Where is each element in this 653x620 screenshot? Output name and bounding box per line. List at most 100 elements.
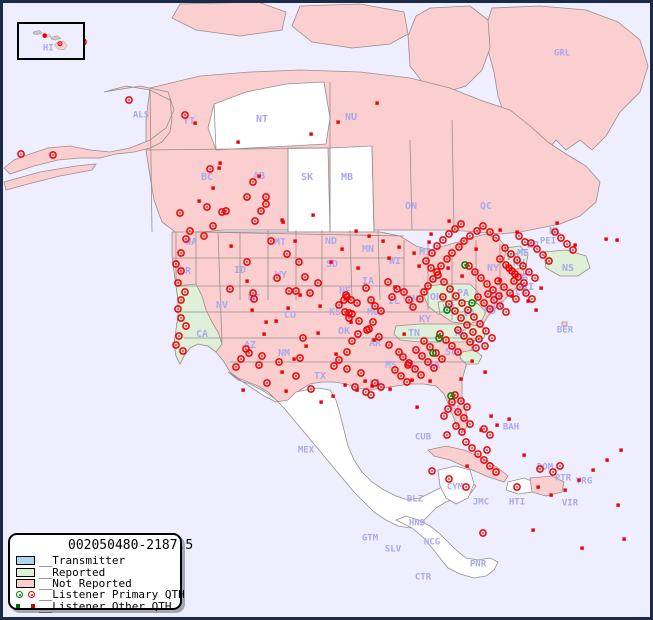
listener-other-qth-marker[interactable] (250, 308, 254, 312)
listener-other-qth-marker[interactable] (387, 256, 391, 260)
listener-primary-qth-marker[interactable] (513, 483, 521, 491)
listener-other-qth-marker[interactable] (363, 379, 367, 383)
listener-primary-qth-marker[interactable] (442, 336, 450, 344)
listener-primary-qth-marker[interactable] (460, 414, 468, 422)
listener-other-qth-marker[interactable] (616, 503, 620, 507)
listener-other-qth-marker[interactable] (367, 234, 371, 238)
listener-primary-qth-marker[interactable] (404, 361, 412, 369)
listener-other-qth-marker[interactable] (428, 379, 432, 383)
listener-primary-qth-marker[interactable] (479, 222, 487, 230)
listener-other-qth-marker[interactable] (498, 228, 502, 232)
listener-primary-qth-marker[interactable] (218, 208, 226, 216)
hawaii-marker-bigisland-ring[interactable] (57, 41, 63, 47)
listener-other-qth-marker[interactable] (329, 260, 333, 264)
listener-primary-qth-marker-reported[interactable] (429, 349, 437, 357)
listener-other-qth-marker[interactable] (211, 186, 215, 190)
listener-primary-qth-marker-reported[interactable] (468, 299, 476, 307)
listener-primary-qth-marker[interactable] (445, 230, 453, 238)
listener-primary-qth-marker[interactable] (125, 96, 133, 104)
listener-primary-qth-marker[interactable] (405, 296, 413, 304)
listener-primary-qth-marker[interactable] (367, 391, 375, 399)
listener-primary-qth-marker[interactable] (472, 344, 480, 352)
listener-other-qth-marker[interactable] (319, 400, 323, 404)
listener-primary-qth-marker[interactable] (454, 326, 462, 334)
listener-primary-qth-marker[interactable] (440, 412, 448, 420)
listener-other-qth-marker[interactable] (298, 293, 302, 297)
listener-primary-qth-marker[interactable] (377, 383, 385, 391)
listener-primary-qth-marker[interactable] (243, 193, 251, 201)
listener-primary-qth-marker[interactable] (494, 277, 502, 285)
listener-other-qth-marker[interactable] (241, 388, 245, 392)
listener-primary-qth-marker[interactable] (452, 422, 460, 430)
hawaii-marker-oahu[interactable] (42, 33, 48, 38)
listener-primary-qth-marker[interactable] (563, 240, 571, 248)
listener-primary-qth-marker[interactable] (418, 352, 426, 360)
listener-primary-qth-marker[interactable] (357, 369, 365, 377)
listener-primary-qth-marker[interactable] (258, 352, 266, 360)
listener-primary-qth-marker[interactable] (496, 255, 504, 263)
listener-primary-qth-marker[interactable] (409, 303, 417, 311)
listener-primary-qth-marker[interactable] (506, 289, 514, 297)
listener-primary-qth-marker[interactable] (424, 282, 432, 290)
listener-primary-qth-marker[interactable] (314, 279, 322, 287)
listener-other-qth-marker[interactable] (245, 279, 249, 283)
listener-primary-qth-marker[interactable] (463, 403, 471, 411)
listener-primary-qth-marker[interactable] (355, 317, 363, 325)
listener-primary-qth-marker[interactable] (242, 345, 250, 353)
region-northwest-territories[interactable] (208, 82, 330, 150)
region-aleutians[interactable] (4, 164, 96, 190)
listener-primary-qth-marker[interactable] (462, 483, 470, 491)
listener-primary-qth-marker[interactable] (429, 275, 437, 283)
listener-other-qth-marker[interactable] (375, 101, 379, 105)
listener-other-qth-marker[interactable] (336, 120, 340, 124)
listener-primary-qth-marker[interactable] (533, 245, 541, 253)
listener-primary-qth-marker[interactable] (354, 330, 362, 338)
listener-other-qth-marker[interactable] (427, 240, 431, 244)
listener-other-qth-marker[interactable] (197, 199, 201, 203)
listener-primary-qth-marker[interactable] (440, 278, 448, 286)
listener-primary-qth-marker[interactable] (177, 267, 185, 275)
listener-primary-qth-marker[interactable] (255, 361, 263, 369)
listener-primary-qth-marker[interactable] (179, 347, 187, 355)
listener-other-qth-marker[interactable] (354, 229, 358, 233)
listener-primary-qth-marker[interactable] (480, 299, 488, 307)
listener-primary-qth-marker[interactable] (262, 200, 270, 208)
listener-other-qth-marker[interactable] (539, 286, 543, 290)
listener-other-qth-marker[interactable] (417, 264, 421, 268)
listener-other-qth-marker[interactable] (264, 320, 268, 324)
listener-other-qth-marker[interactable] (286, 306, 290, 310)
listener-primary-qth-marker[interactable] (384, 278, 392, 286)
listener-primary-qth-layer[interactable] (17, 29, 577, 537)
listener-other-qth-marker[interactable] (388, 387, 392, 391)
listener-primary-qth-marker[interactable] (474, 450, 482, 458)
listener-other-qth-marker[interactable] (498, 278, 502, 282)
region-saskatchewan[interactable] (288, 148, 330, 232)
listener-primary-qth-marker[interactable] (388, 293, 396, 301)
listener-primary-qth-marker[interactable] (569, 246, 577, 254)
region-dominican-republic[interactable] (530, 476, 564, 496)
listener-primary-qth-marker[interactable] (428, 467, 436, 475)
listener-primary-qth-marker[interactable] (495, 292, 503, 300)
region-arctic-isles[interactable] (292, 4, 408, 48)
listener-primary-qth-marker[interactable] (330, 362, 338, 370)
listener-other-qth-marker[interactable] (274, 319, 278, 323)
listener-primary-qth-marker[interactable] (411, 365, 419, 373)
listener-primary-qth-marker[interactable] (496, 302, 504, 310)
listener-primary-qth-marker[interactable] (416, 295, 424, 303)
listener-primary-qth-marker[interactable] (433, 242, 441, 250)
listener-primary-qth-marker[interactable] (507, 250, 515, 258)
listener-primary-qth-marker[interactable] (400, 288, 408, 296)
listener-primary-qth-marker[interactable] (301, 273, 309, 281)
listener-primary-qth-marker[interactable] (490, 296, 498, 304)
listener-other-qth-marker[interactable] (293, 239, 297, 243)
listener-primary-qth-marker[interactable] (446, 285, 454, 293)
listener-primary-qth-marker[interactable] (335, 301, 343, 309)
listener-other-qth-marker[interactable] (410, 378, 414, 382)
listener-primary-qth-marker[interactable] (182, 322, 190, 330)
listener-primary-qth-marker[interactable] (475, 335, 483, 343)
listener-other-qth-marker[interactable] (316, 331, 320, 335)
listener-primary-qth-marker[interactable] (273, 274, 281, 282)
listener-primary-qth-marker[interactable] (343, 365, 351, 373)
listener-primary-qth-marker[interactable] (469, 328, 477, 336)
